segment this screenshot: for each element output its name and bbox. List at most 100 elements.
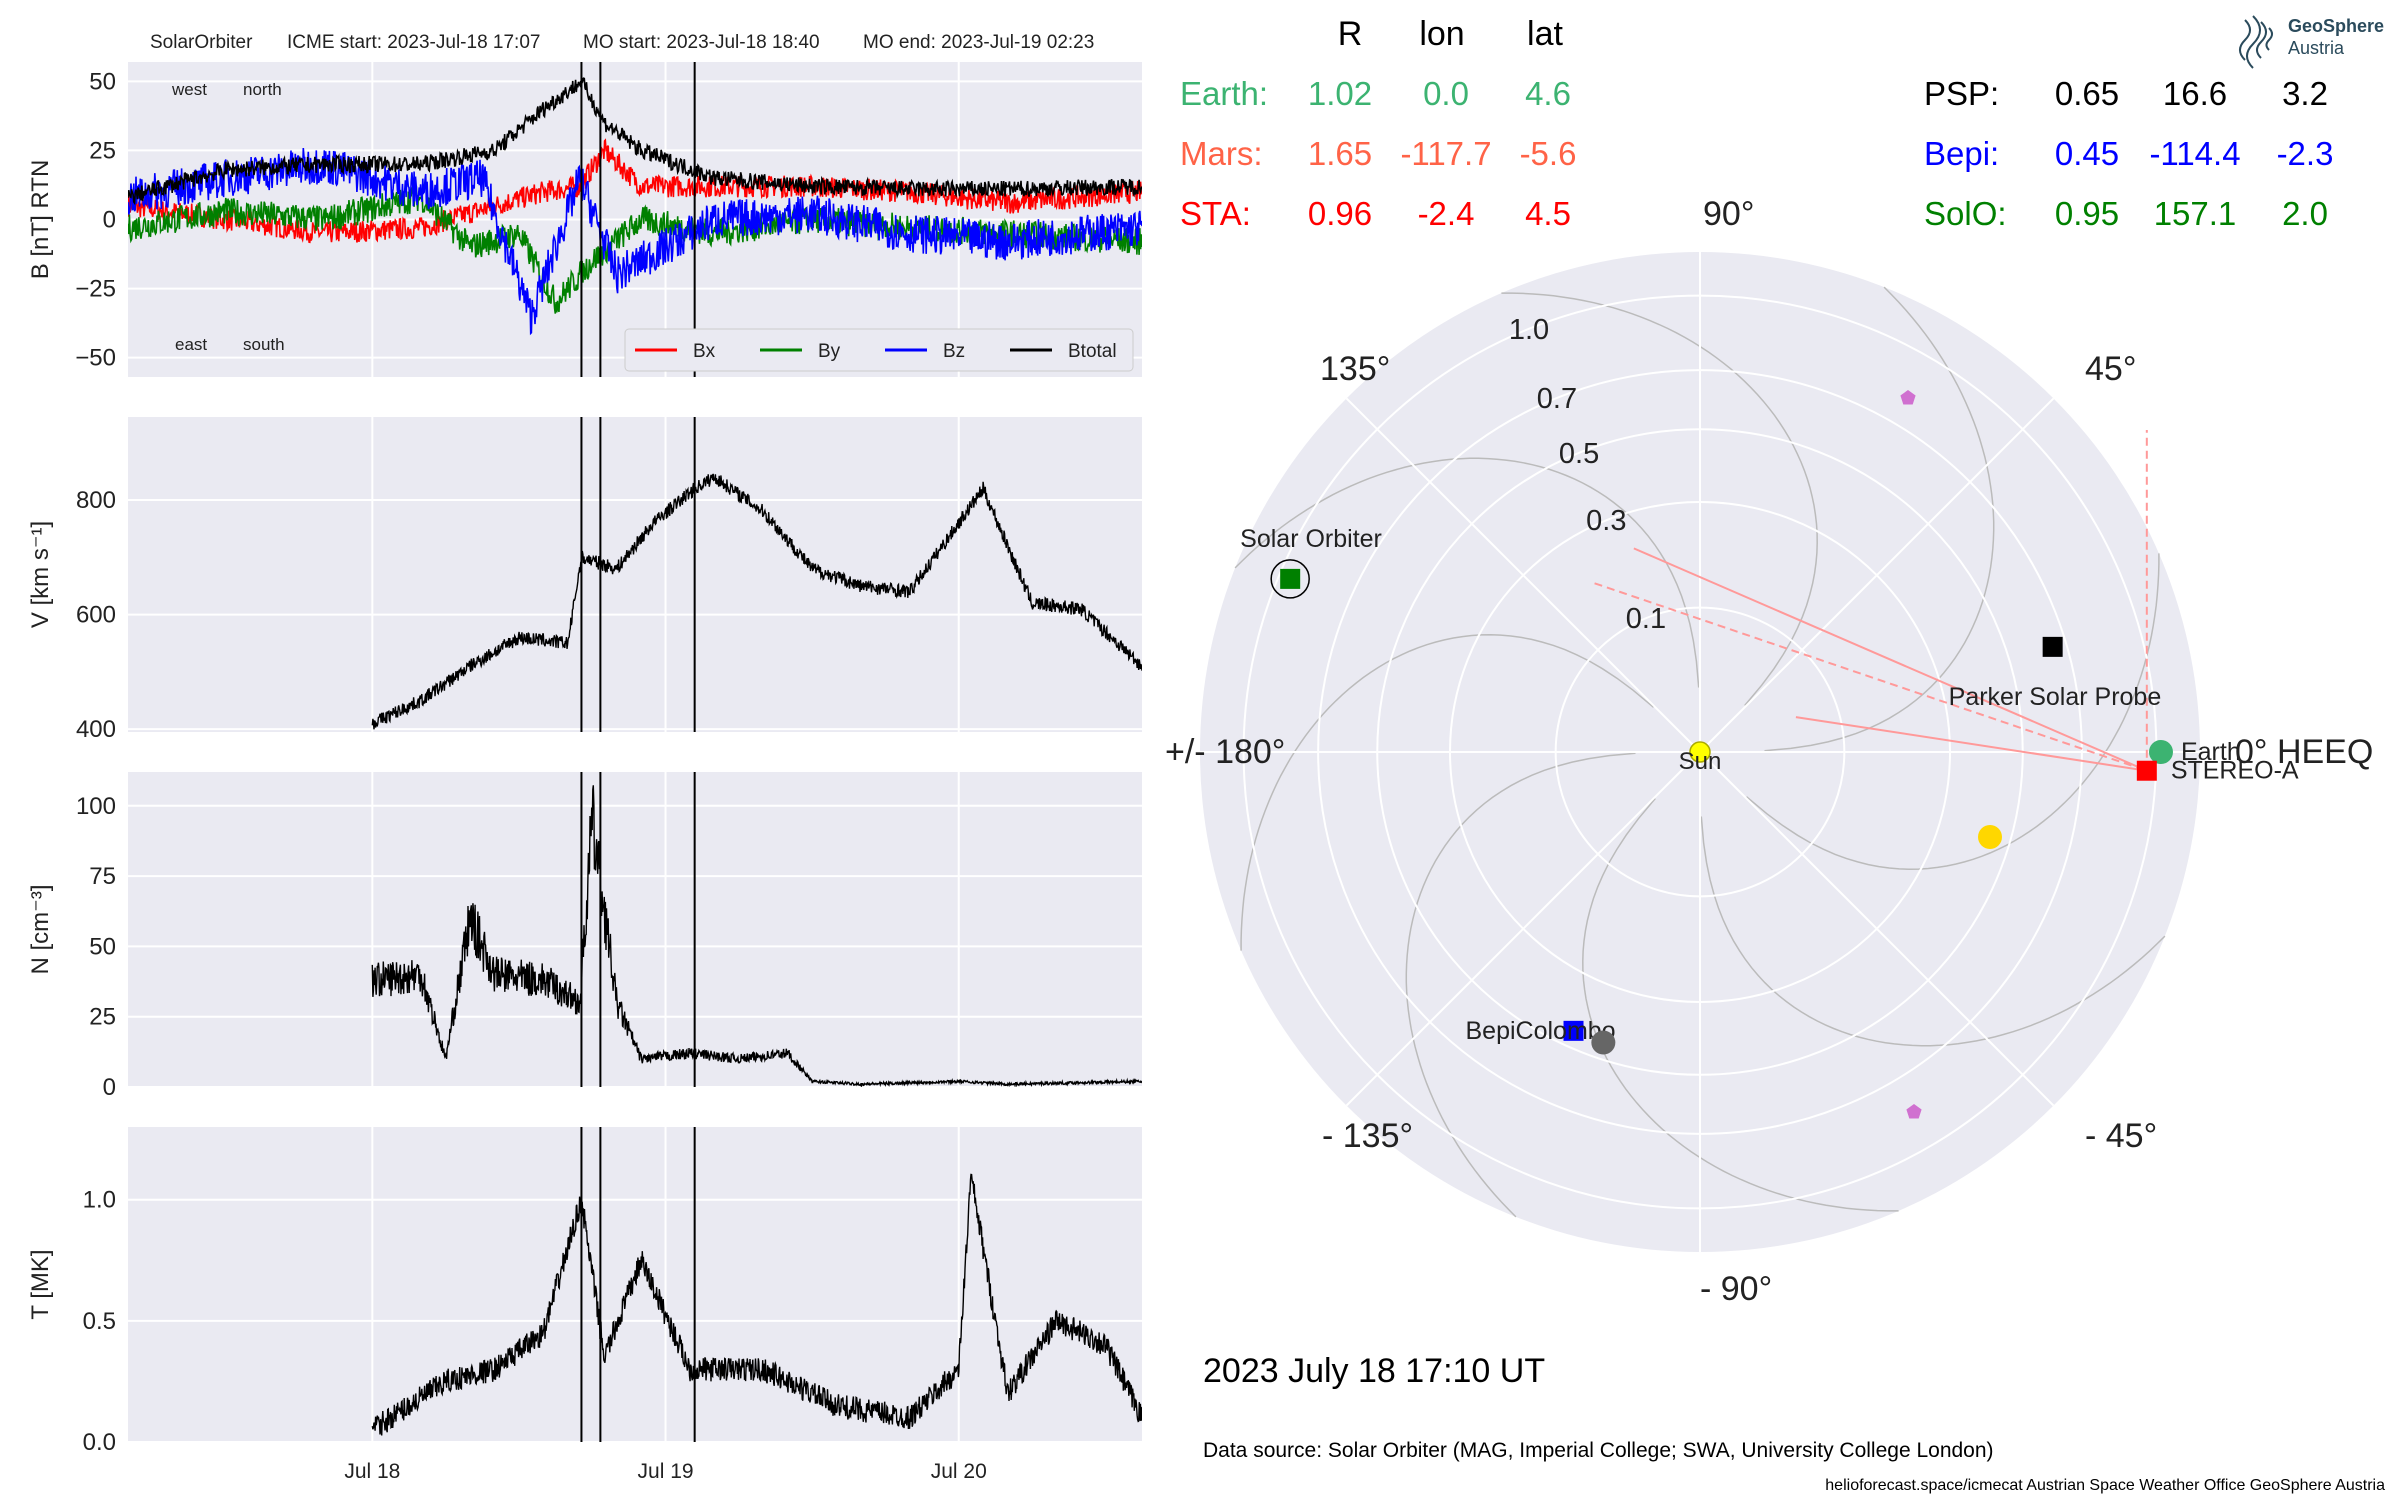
radial-tick-label: 0.3 xyxy=(1586,505,1626,537)
legend-label: Bx xyxy=(693,341,716,362)
angle-label: 90° xyxy=(1703,195,1754,233)
angular-grid-line xyxy=(1699,751,2055,1107)
connectivity-line xyxy=(1594,582,2148,772)
y-tick-label: 50 xyxy=(89,68,116,95)
series-line-data xyxy=(371,1173,1142,1436)
table-value-r: 0.96 xyxy=(1308,195,1372,232)
table-body-name: Mars: xyxy=(1180,135,1263,172)
radial-tick-label: 0.7 xyxy=(1537,383,1577,415)
body-marker xyxy=(2148,740,2173,764)
body-marker xyxy=(2042,636,2063,657)
west-annotation: west xyxy=(171,80,207,99)
body-label: Earth xyxy=(2181,738,2241,766)
legend: Bx By Bz Btotal xyxy=(624,328,1134,372)
table-value-r: 0.65 xyxy=(2055,75,2119,112)
logo-line2: Austria xyxy=(2288,38,2345,58)
connectivity-line xyxy=(1633,547,2148,772)
angle-label: 0° HEEQ xyxy=(2235,733,2373,771)
y-tick-label: 25 xyxy=(89,137,116,164)
position-table: R lon lat Earth: 1.02 0.0 4.6 Mars: 1.65 -117.… xyxy=(1180,15,2333,232)
table-value-lat: -2.3 xyxy=(2277,135,2334,172)
body-label: BepiColombo xyxy=(1466,1017,1616,1045)
table-value-lat: -5.6 xyxy=(1520,135,1577,172)
y-axis-label: N [cm⁻³] xyxy=(27,885,54,975)
marker-ring xyxy=(1270,559,1310,599)
sun-label: Sun xyxy=(1679,748,1722,775)
y-tick-label: 600 xyxy=(76,602,116,629)
table-body-name: STA: xyxy=(1180,195,1251,232)
angular-grid-line xyxy=(1699,397,2055,753)
stereo-a-circle-marker xyxy=(1978,825,2002,849)
table-value-r: 1.65 xyxy=(1308,135,1372,172)
table-value-lon: -117.7 xyxy=(1400,135,1491,172)
legend-box xyxy=(624,328,1134,372)
header-lat: lat xyxy=(1527,15,1563,53)
y-tick-label: −25 xyxy=(75,276,116,303)
table-value-lon: 0.0 xyxy=(1423,75,1469,112)
angle-label: +/- 180° xyxy=(1165,733,1285,771)
series-line-bz xyxy=(128,147,1142,336)
radial-tick-label: 0.5 xyxy=(1559,438,1599,470)
legend-label: By xyxy=(818,341,841,362)
body-label: STEREO-A xyxy=(2171,757,2299,785)
table-value-r: 0.95 xyxy=(2055,195,2119,232)
icme-start-label: ICME start: 2023-Jul-18 17:07 xyxy=(287,32,540,53)
y-axis-label: V [km s⁻¹] xyxy=(27,521,54,628)
table-value-lat: 2.0 xyxy=(2282,195,2328,232)
geosphere-logo: GeoSphere Austria xyxy=(2239,15,2384,69)
data-source-note: Data source: Solar Orbiter (MAG, Imperia… xyxy=(1203,1439,1994,1462)
mo-start-label: MO start: 2023-Jul-18 18:40 xyxy=(583,32,820,53)
angular-grid-line xyxy=(1345,751,1701,1107)
series-line-btotal xyxy=(128,77,1142,206)
sun-marker xyxy=(1689,741,1711,763)
series-line-data xyxy=(371,785,1142,1087)
angle-label: 45° xyxy=(2085,350,2136,388)
table-value-lon: -2.4 xyxy=(1418,195,1475,232)
connectivity-line xyxy=(1795,716,2147,772)
date-time-label: 2023 July 18 17:10 UT xyxy=(1203,1352,1545,1390)
table-value-lon: 16.6 xyxy=(2163,75,2227,112)
radial-tick-label: 1.0 xyxy=(1509,314,1549,346)
angle-label: - 45° xyxy=(2085,1117,2157,1155)
radial-tick-label: 0.1 xyxy=(1626,603,1666,635)
angle-label: - 135° xyxy=(1322,1117,1413,1155)
panel-background xyxy=(128,417,1142,732)
table-body-name: Earth: xyxy=(1180,75,1268,112)
panel-background xyxy=(128,772,1142,1087)
temperature-panel: 1.0 0.5 0.0 Jul 18 Jul 19 Jul 20 T [MK] xyxy=(27,1127,1142,1483)
body-label: Solar Orbiter xyxy=(1240,525,1382,553)
y-tick-label: 50 xyxy=(89,933,116,960)
y-axis-label: T [MK] xyxy=(27,1249,54,1319)
angle-label: 135° xyxy=(1320,350,1390,388)
table-body-name: SolO: xyxy=(1924,195,2007,232)
panel-background xyxy=(128,1127,1142,1442)
y-tick-label: 25 xyxy=(89,1004,116,1031)
field-direction-annotations: west north east south xyxy=(171,80,285,354)
table-value-lon: -114.4 xyxy=(2149,135,2240,172)
x-tick-label: Jul 18 xyxy=(344,1460,400,1483)
logo-line1: GeoSphere xyxy=(2288,16,2384,36)
y-tick-label: 100 xyxy=(76,793,116,820)
legend-label: Bz xyxy=(943,341,965,362)
y-tick-label: 0.5 xyxy=(83,1308,116,1335)
north-annotation: north xyxy=(243,80,282,99)
spacecraft-name: SolarOrbiter xyxy=(150,32,253,53)
density-panel: 100 75 50 25 0 N [cm⁻³] xyxy=(27,772,1142,1101)
legend-label: Btotal xyxy=(1068,341,1117,362)
body-label: Parker Solar Probe xyxy=(1949,683,2162,711)
pentagon-marker xyxy=(1906,1104,1922,1119)
table-value-lat: 3.2 xyxy=(2282,75,2328,112)
series-line-data xyxy=(371,473,1142,730)
mo-end-label: MO end: 2023-Jul-19 02:23 xyxy=(863,32,1094,53)
panel-title-line: SolarOrbiter ICME start: 2023-Jul-18 17:… xyxy=(150,32,1094,53)
south-annotation: south xyxy=(243,335,285,354)
body-marker xyxy=(1563,1020,1584,1041)
table-body-name: PSP: xyxy=(1924,75,1999,112)
y-tick-label: −50 xyxy=(75,345,116,372)
table-value-lat: 4.5 xyxy=(1525,195,1571,232)
y-axis-label: B [nT] RTN xyxy=(27,160,54,280)
table-body-name: Bepi: xyxy=(1924,135,1999,172)
table-value-r: 0.45 xyxy=(2055,135,2119,172)
east-annotation: east xyxy=(175,335,207,354)
